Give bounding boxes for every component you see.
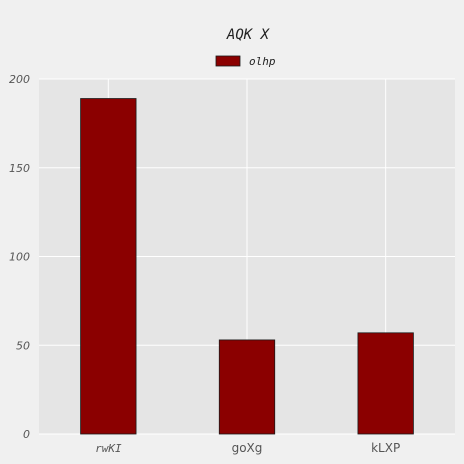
legend-label: olhp bbox=[249, 55, 276, 68]
legend: olhp bbox=[216, 55, 276, 68]
y-tick-label: 100 bbox=[9, 251, 30, 264]
bar-kLXP bbox=[358, 333, 413, 434]
bar-rwKI bbox=[81, 99, 136, 434]
x-tick-label: rwKI bbox=[95, 442, 122, 455]
legend-swatch bbox=[216, 56, 240, 66]
y-axis-ticks: 0 50 100 150 200 bbox=[9, 73, 30, 441]
y-tick-label: 50 bbox=[16, 339, 30, 352]
x-tick-label: kLXP bbox=[371, 441, 400, 455]
y-tick-label: 200 bbox=[9, 73, 30, 86]
x-tick-label: goXg bbox=[232, 441, 263, 455]
bar-goXg bbox=[219, 340, 274, 434]
y-tick-label: 0 bbox=[23, 428, 30, 441]
y-tick-label: 150 bbox=[9, 162, 30, 175]
x-axis-ticks: rwKI goXg kLXP bbox=[95, 441, 400, 455]
chart-title: AQK X bbox=[226, 27, 271, 43]
